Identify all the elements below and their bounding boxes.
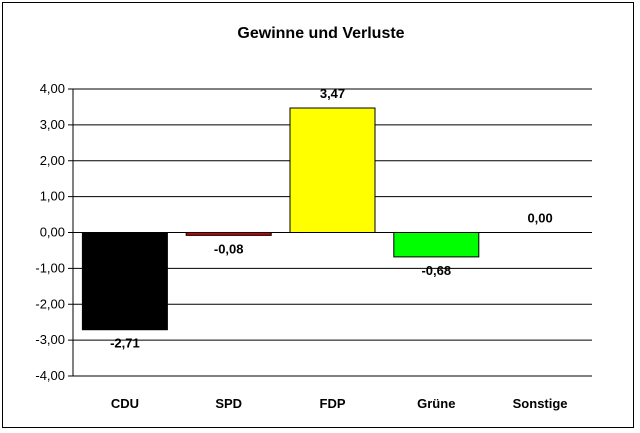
bar-layer [81,107,480,331]
chart-svg: Gewinne und Verluste 4,00 3,00 2,00 1,00 0,0… [35,25,592,411]
y-tick-label: -4,00 [35,368,65,383]
x-category-label: CDU [111,396,139,411]
y-tick-label: 3,00 [40,117,65,132]
y-tick-label: 4,00 [40,81,65,96]
y-tick-label: 0,00 [40,225,65,240]
y-tick-label: 2,00 [40,153,65,168]
data-label: -2,71 [110,336,140,351]
data-label: -0,08 [214,241,244,256]
x-category-label: SPD [215,396,242,411]
x-category-label: Sonstige [513,396,568,411]
y-tick-label: -2,00 [35,296,65,311]
bar-cdu [81,232,168,331]
y-tick-label: -3,00 [35,332,65,347]
data-label: 3,47 [320,86,345,101]
x-category-label: FDP [320,396,346,411]
data-label: -0,68 [421,263,451,278]
bar-spd [185,232,272,236]
x-category-label: Grüne [417,396,455,411]
label-layer: 4,00 3,00 2,00 1,00 0,00 -1,00 -2,00 -3,00 -4,00… [35,81,567,411]
bar-grüne [393,232,480,258]
data-label: 0,00 [527,211,552,226]
chart-title: Gewinne und Verluste [237,25,404,42]
bar-fdp [289,107,376,233]
chart-frame: Gewinne und Verluste 4,00 3,00 2,00 1,00 0,0… [2,2,634,428]
axis-layer [68,88,74,377]
y-tick-label: -1,00 [35,260,65,275]
y-tick-label: 1,00 [40,189,65,204]
